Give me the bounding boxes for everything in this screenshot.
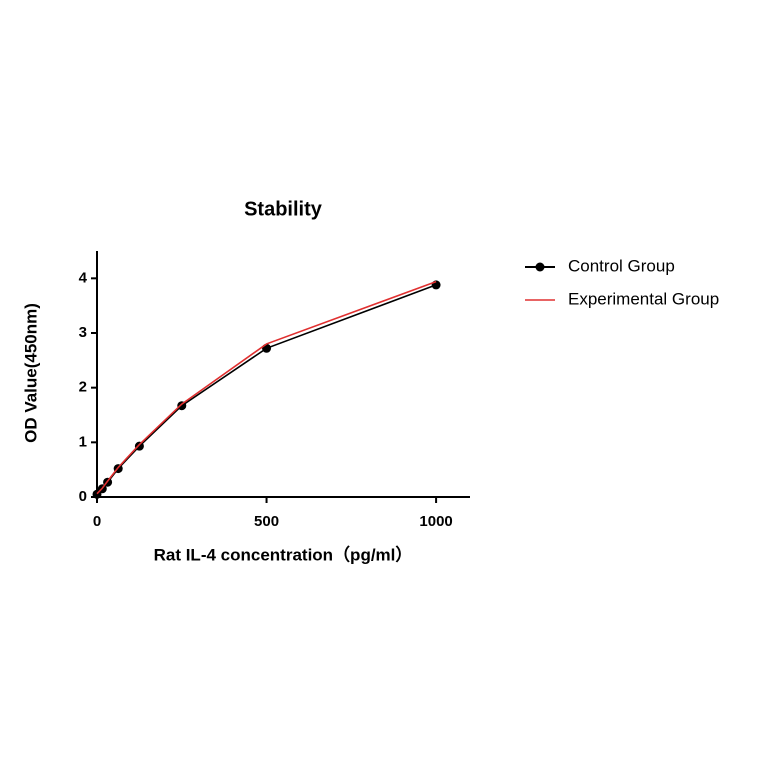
y-tick-label: 0: [79, 488, 87, 505]
y-tick-label: 3: [79, 324, 87, 341]
series-line: [96, 284, 437, 495]
legend-marker: [535, 262, 545, 272]
y-tick-label: 2: [79, 379, 87, 396]
x-tick-label: 1000: [419, 513, 452, 530]
data-point: [262, 343, 272, 353]
legend-label: Experimental Group: [568, 289, 719, 308]
legend-label: Control Group: [568, 256, 675, 275]
y-tick-label: 4: [79, 269, 88, 286]
y-tick-label: 1: [79, 433, 87, 450]
chart-title: Stability: [244, 198, 323, 220]
x-axis-label: Rat IL-4 concentration（pg/ml）: [154, 544, 413, 564]
data-point: [177, 401, 187, 411]
series-line: [96, 280, 437, 495]
data-point: [134, 441, 144, 451]
y-axis-label: OD Value(450nm): [21, 303, 40, 443]
x-tick-label: 0: [93, 513, 101, 530]
x-tick-label: 500: [254, 513, 279, 530]
